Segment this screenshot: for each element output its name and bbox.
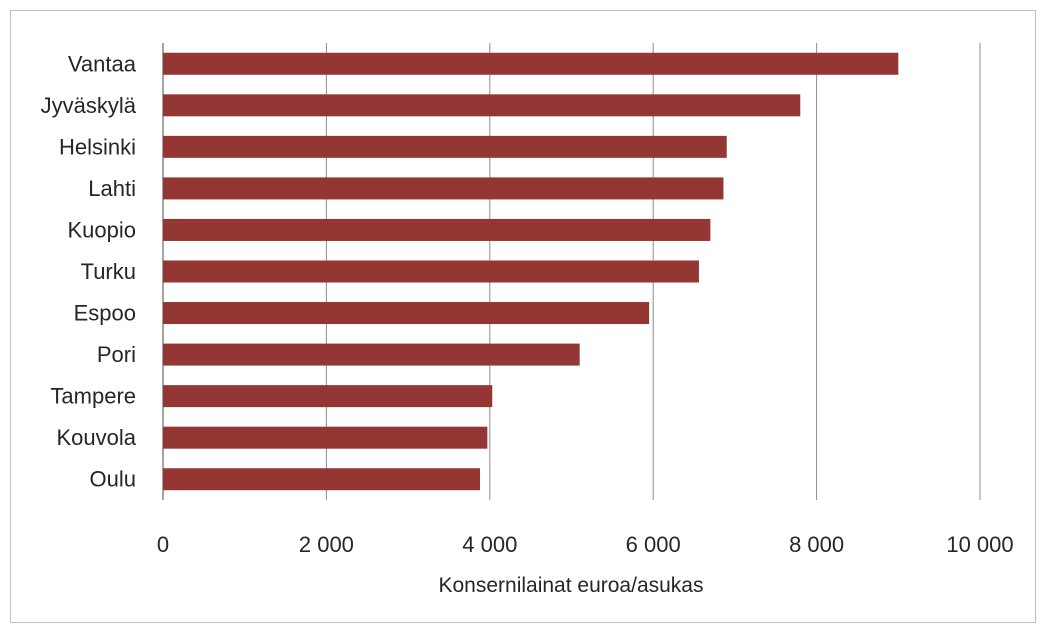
category-label: Lahti bbox=[88, 176, 136, 201]
bar bbox=[163, 218, 711, 241]
category-label: Pori bbox=[97, 342, 136, 367]
category-label: Espoo bbox=[74, 301, 136, 326]
bar bbox=[163, 94, 801, 117]
bar bbox=[163, 52, 899, 75]
bar bbox=[163, 468, 480, 491]
bar bbox=[163, 343, 580, 366]
bar bbox=[163, 260, 699, 283]
category-label: Oulu bbox=[90, 467, 136, 492]
category-label: Helsinki bbox=[59, 134, 136, 159]
x-tick-label: 4 000 bbox=[462, 532, 517, 557]
category-label: Jyväskylä bbox=[41, 93, 137, 118]
x-axis-title: Konsernilainat euroa/asukas bbox=[438, 574, 703, 597]
bar bbox=[163, 177, 724, 200]
bars bbox=[163, 52, 899, 491]
x-tick-label: 2 000 bbox=[299, 532, 354, 557]
category-label: Vantaa bbox=[68, 51, 137, 76]
x-tick-label: 10 000 bbox=[946, 532, 1013, 557]
bar bbox=[163, 385, 493, 408]
category-label: Kuopio bbox=[67, 217, 136, 242]
gridlines bbox=[162, 43, 981, 500]
bar bbox=[163, 426, 488, 449]
x-tick-label: 8 000 bbox=[789, 532, 844, 557]
category-label: Kouvola bbox=[56, 425, 136, 450]
bar bbox=[163, 135, 727, 158]
category-label: Turku bbox=[81, 259, 136, 284]
category-labels: Vantaa Jyväskylä Helsinki Lahti Kuopio Turku E… bbox=[41, 51, 137, 491]
x-tick-label: 0 bbox=[157, 532, 169, 557]
bar bbox=[163, 302, 650, 325]
x-tick-label: 6 000 bbox=[626, 532, 681, 557]
category-label: Tampere bbox=[50, 384, 136, 409]
x-tick-labels: 0 2 000 4 000 6 000 8 000 10 000 bbox=[157, 532, 1014, 557]
